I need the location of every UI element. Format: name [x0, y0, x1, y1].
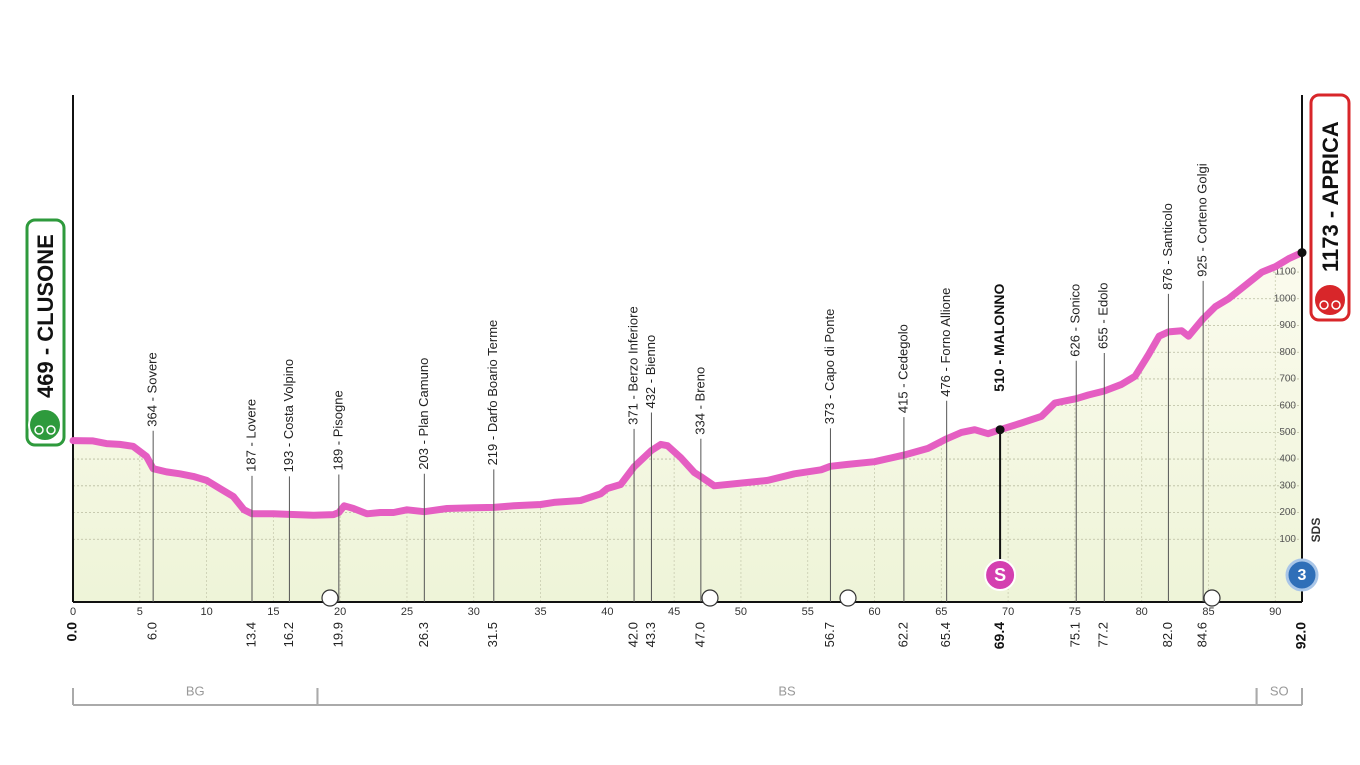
waypoint-km: 13.4	[243, 622, 258, 647]
sprint-symbol: S	[994, 565, 1006, 585]
waypoint-km: 16.2	[281, 622, 296, 647]
start-km: 0.0	[64, 622, 80, 642]
x-tick-label: 65	[935, 606, 947, 618]
climb-marker	[1285, 558, 1319, 592]
level-crossings	[321, 589, 1221, 607]
x-tick-label: 10	[200, 606, 212, 618]
waypoint-name: 626 - Sonico	[1068, 284, 1083, 357]
x-tick-label: 80	[1136, 606, 1148, 618]
sprint-name: 510 - MALONNO	[991, 283, 1007, 391]
finish-icon	[1313, 283, 1347, 317]
waypoint-km: 26.3	[416, 622, 431, 647]
start-sign	[25, 218, 66, 447]
waypoint-name: 415 - Cedegolo	[895, 324, 910, 413]
y-tick-label: 800	[1279, 347, 1296, 358]
waypoint-name: 876 - Santicolo	[1160, 203, 1175, 290]
waypoint-km: 77.2	[1096, 622, 1111, 647]
waypoint-km: 19.9	[330, 622, 345, 647]
y-tick-label: 600	[1279, 400, 1296, 411]
x-tick-label: 15	[267, 606, 279, 618]
waypoint-km: 47.0	[692, 622, 707, 647]
finish-icon-wheel	[1331, 300, 1341, 310]
finish-km: 92.0	[1293, 622, 1309, 649]
x-tick-label: 30	[468, 606, 480, 618]
x-tick-label: 55	[802, 606, 814, 618]
x-tick-label: 25	[401, 606, 413, 618]
sprint-km: 69.4	[991, 622, 1007, 649]
waypoint-km: 82.0	[1160, 622, 1175, 647]
x-tick-label: 50	[735, 606, 747, 618]
y-tick-label: 100	[1279, 534, 1296, 545]
x-tick-label: 5	[137, 606, 143, 618]
start-icon-wheel	[34, 425, 44, 435]
waypoint-name: 476 - Forno Allione	[938, 288, 953, 397]
waypoint-name: 219 - Darfo Boario Terme	[485, 320, 500, 466]
x-tick-label: 40	[601, 606, 613, 618]
waypoint-name: 371 - Berzo Inferiore	[626, 306, 641, 425]
crossing-icon	[1203, 589, 1221, 607]
crossing-icon	[321, 589, 339, 607]
y-tick-label: 700	[1279, 374, 1296, 385]
waypoint-km: 42.0	[626, 622, 641, 647]
waypoint-name: 364 - Sovere	[145, 352, 160, 426]
crossing-icon	[839, 589, 857, 607]
waypoint-name: 655 - Edolo	[1096, 282, 1111, 349]
waypoint-name: 373 - Capo di Ponte	[822, 309, 837, 425]
y-tick-label: 400	[1279, 454, 1296, 465]
finish-icon-wheel	[1319, 300, 1329, 310]
x-tick-label: 75	[1069, 606, 1081, 618]
crossing-icon	[701, 589, 719, 607]
waypoint-name: 189 - Pisogne	[330, 390, 345, 470]
waypoint-name: 203 - Plan Camuno	[416, 358, 431, 470]
waypoint-name: 334 - Breno	[692, 367, 707, 435]
waypoint-km: 62.2	[895, 622, 910, 647]
waypoint-km: 65.4	[938, 622, 953, 647]
x-tick-label: 45	[668, 606, 680, 618]
region-label: BG	[186, 683, 205, 698]
y-tick-label: 1000	[1274, 293, 1297, 304]
waypoint-km: 56.7	[822, 622, 837, 647]
x-tick-label: 85	[1202, 606, 1214, 618]
waypoint-name: 187 - Lovere	[243, 399, 258, 472]
finish-sign	[1309, 93, 1351, 322]
waypoint-km: 84.6	[1195, 622, 1210, 647]
x-tick-label: 70	[1002, 606, 1014, 618]
x-tick-label: 60	[868, 606, 880, 618]
waypoint-km: 6.0	[145, 622, 160, 640]
y-tick-label: 200	[1279, 507, 1296, 518]
waypoint-name: 432 - Bienno	[643, 335, 658, 409]
y-tick-label: 500	[1279, 427, 1296, 438]
x-tick-label: 35	[534, 606, 546, 618]
waypoint-name: 925 - Corteno Golgi	[1195, 163, 1210, 277]
region-label: BS	[778, 683, 796, 698]
y-tick-label: 900	[1279, 320, 1296, 331]
start-icon	[28, 408, 62, 442]
x-tick-label: 0	[70, 606, 76, 618]
finish-name: 1173 - APRICA	[1318, 121, 1343, 272]
y-tick-label: 300	[1279, 480, 1296, 491]
x-tick-label: 20	[334, 606, 346, 618]
sprint-marker	[984, 559, 1017, 591]
finish-point	[1297, 248, 1307, 258]
profile-line	[69, 249, 1306, 519]
start-name: 469 - CLUSONE	[33, 234, 58, 398]
region-label: SO	[1270, 683, 1289, 698]
y-tick-label: 1100	[1274, 267, 1296, 278]
waypoint-km: 31.5	[485, 622, 500, 647]
waypoint-km: 75.1	[1068, 622, 1083, 647]
start-icon-wheel	[46, 425, 56, 435]
waypoint-km: 43.3	[643, 622, 658, 647]
sds-label: SDS	[1309, 518, 1323, 543]
sprint-point	[995, 425, 1005, 435]
x-tick-label: 90	[1269, 606, 1281, 618]
climb-symbol: 3	[1298, 567, 1307, 584]
waypoint-name: 193 - Costa Volpino	[281, 359, 296, 472]
